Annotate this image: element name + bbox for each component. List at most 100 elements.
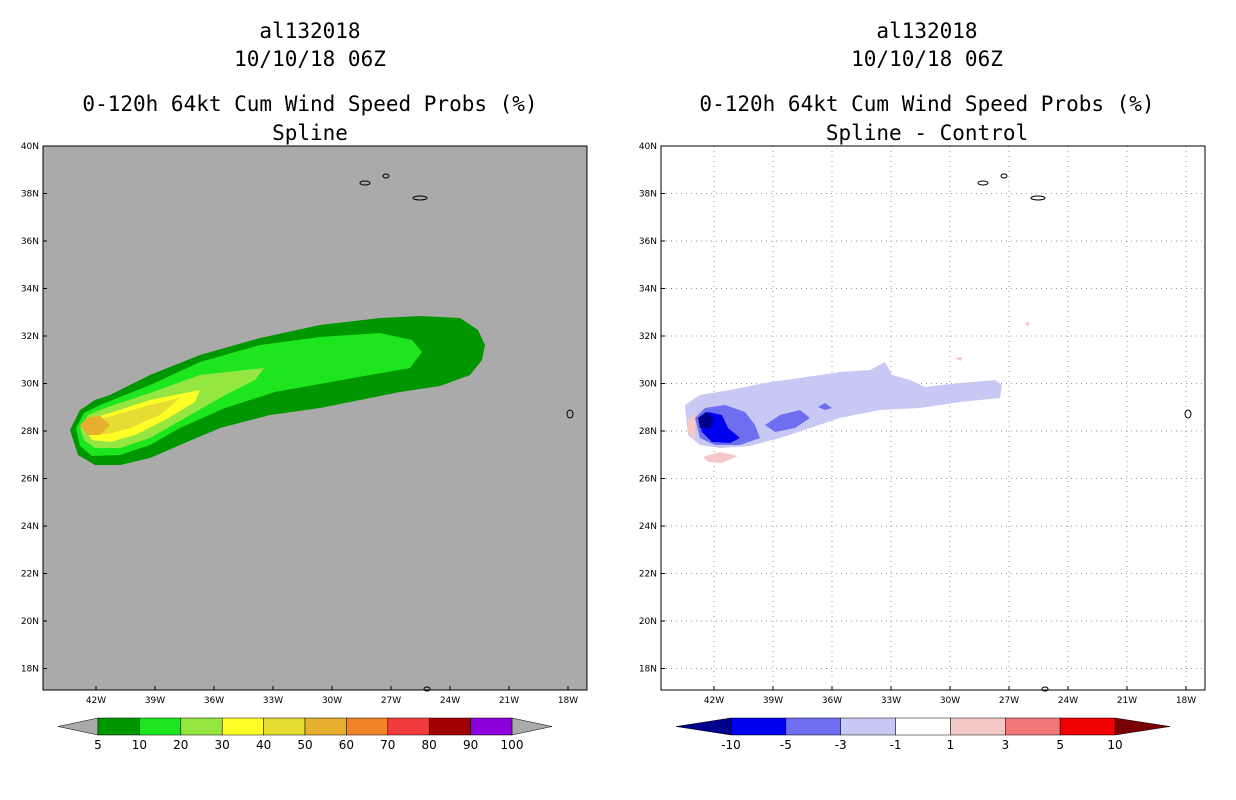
colorbar-label: 70 (380, 738, 395, 752)
colorbar-swatch (221, 717, 264, 736)
left-coastlines (359, 173, 431, 692)
lon-tick-label: 39W (763, 696, 783, 706)
left-product-title: 0-120h 64kt Cum Wind Speed Probs (%) (82, 92, 538, 116)
left-storm-id: al132018 (259, 19, 361, 43)
lat-tick-label: 32N (639, 332, 657, 342)
colorbar-label: 3 (1001, 738, 1009, 752)
lat-tick-label: 38N (639, 190, 657, 200)
colorbar-swatch (263, 717, 306, 736)
right-product-title: 0-120h 64kt Cum Wind Speed Probs (%) (699, 92, 1155, 116)
lat-tick-label: 22N (21, 570, 39, 580)
colorbar-label: 10 (132, 738, 147, 752)
lat-tick-label: 40N (21, 142, 39, 152)
right-colorbar: -10 -5 -3 -1 1 3 5 10 (675, 717, 1171, 752)
lat-tick-label: 36N (21, 237, 39, 247)
lat-tick-label: 18N (21, 665, 39, 675)
lon-tick-label: 27W (381, 696, 401, 706)
right-lat-axis: 40N 38N 36N 34N 32N 30N 28N 26N 24N 22N 20N 18N (639, 142, 665, 675)
lat-tick-label: 26N (21, 475, 39, 485)
lat-tick-label: 18N (639, 665, 657, 675)
lat-tick-label: 40N (639, 142, 657, 152)
left-colorbar: 5 10 20 30 40 50 60 70 80 90 100 (57, 717, 553, 752)
right-lon-axis: 42W 39W 36W 33W 30W 27W 24W 21W 18W (704, 686, 1196, 706)
lat-tick-label: 26N (639, 475, 657, 485)
lat-tick-label: 36N (639, 237, 657, 247)
lon-tick-label: 33W (881, 696, 901, 706)
lat-tick-label: 34N (639, 285, 657, 295)
diff-contour-minus3c (818, 403, 832, 410)
diff-contour-minus1 (685, 362, 1002, 448)
left-subtitle: Spline (272, 121, 348, 145)
colorbar-swatch (428, 717, 471, 736)
colorbar-swatch (895, 717, 951, 736)
colorbar-label: 1 (947, 738, 955, 752)
lon-tick-label: 42W (704, 696, 724, 706)
lat-tick-label: 20N (639, 617, 657, 627)
right-gridlines (661, 146, 1205, 690)
right-datetime: 10/10/18 06Z (851, 47, 1003, 71)
left-lon-axis: 42W 39W 36W 33W 30W 27W 24W 21W 18W (86, 686, 578, 706)
colorbar-label: 10 (1107, 738, 1122, 752)
lat-tick-label: 30N (21, 380, 39, 390)
lat-tick-label: 38N (21, 190, 39, 200)
colorbar-swatch (139, 717, 182, 736)
colorbar-left-arrow (57, 717, 99, 736)
right-storm-id: al132018 (876, 19, 978, 43)
colorbar-right-arrow (1114, 717, 1171, 736)
prob-contour-50 (80, 416, 110, 435)
right-map-frame (660, 145, 1206, 691)
diff-contour-minus10 (698, 412, 714, 428)
colorbar-swatch (950, 717, 1006, 736)
lon-tick-label: 42W (86, 696, 106, 706)
left-lat-axis: 40N 38N 36N 34N 32N 30N 28N 26N 24N 22N 20N 18N (21, 142, 47, 675)
colorbar-label: 20 (173, 738, 188, 752)
left-map-frame (42, 145, 588, 691)
lat-tick-label: 20N (21, 617, 39, 627)
colorbar-left-arrow (675, 717, 732, 736)
lon-tick-label: 30W (940, 696, 960, 706)
lon-tick-label: 18W (1176, 696, 1196, 706)
colorbar-swatch (785, 717, 841, 736)
colorbar-swatch (840, 717, 896, 736)
lon-tick-label: 21W (1117, 696, 1137, 706)
colorbar-right-arrow (511, 717, 553, 736)
colorbar-swatch (97, 717, 140, 736)
colorbar-label: -10 (721, 738, 741, 752)
colorbar-swatch (1059, 717, 1116, 736)
lat-tick-label: 30N (639, 380, 657, 390)
lat-tick-label: 22N (639, 570, 657, 580)
diff-contour-plus1a (688, 413, 695, 440)
colorbar-label: 30 (215, 738, 230, 752)
diff-contour-plus1b (703, 452, 738, 463)
colorbar-label: 40 (256, 738, 271, 752)
lon-tick-label: 33W (263, 696, 283, 706)
colorbar-label: -5 (780, 738, 792, 752)
right-coastlines (977, 173, 1192, 692)
colorbar-label: 80 (422, 738, 437, 752)
diff-contour-plus1c (955, 357, 962, 361)
lon-tick-label: 36W (822, 696, 842, 706)
left-coastlines-east (566, 409, 574, 419)
colorbar-label: 5 (1056, 738, 1064, 752)
lat-tick-label: 24N (21, 522, 39, 532)
colorbar-label: -1 (890, 738, 902, 752)
lon-tick-label: 36W (204, 696, 224, 706)
lat-tick-label: 28N (639, 427, 657, 437)
colorbar-label: 90 (463, 738, 478, 752)
lon-tick-label: 24W (1058, 696, 1078, 706)
lon-tick-label: 18W (558, 696, 578, 706)
colorbar-label: 5 (94, 738, 102, 752)
left-datetime: 10/10/18 06Z (234, 47, 386, 71)
colorbar-label: 60 (339, 738, 354, 752)
lon-tick-label: 24W (440, 696, 460, 706)
colorbar-swatch (346, 717, 389, 736)
left-map: 40N 38N 36N 34N 32N 30N 28N 26N 24N 22N 20N 18N 42W… (21, 142, 588, 706)
diff-contour-minus3b (765, 410, 810, 432)
colorbar-swatch (470, 717, 513, 736)
diff-contour-plus1d (1025, 322, 1030, 327)
lat-tick-label: 34N (21, 285, 39, 295)
colorbar-swatch (1005, 717, 1061, 736)
lat-tick-label: 28N (21, 427, 39, 437)
colorbar-label: 50 (297, 738, 312, 752)
colorbar-swatch (387, 717, 430, 736)
